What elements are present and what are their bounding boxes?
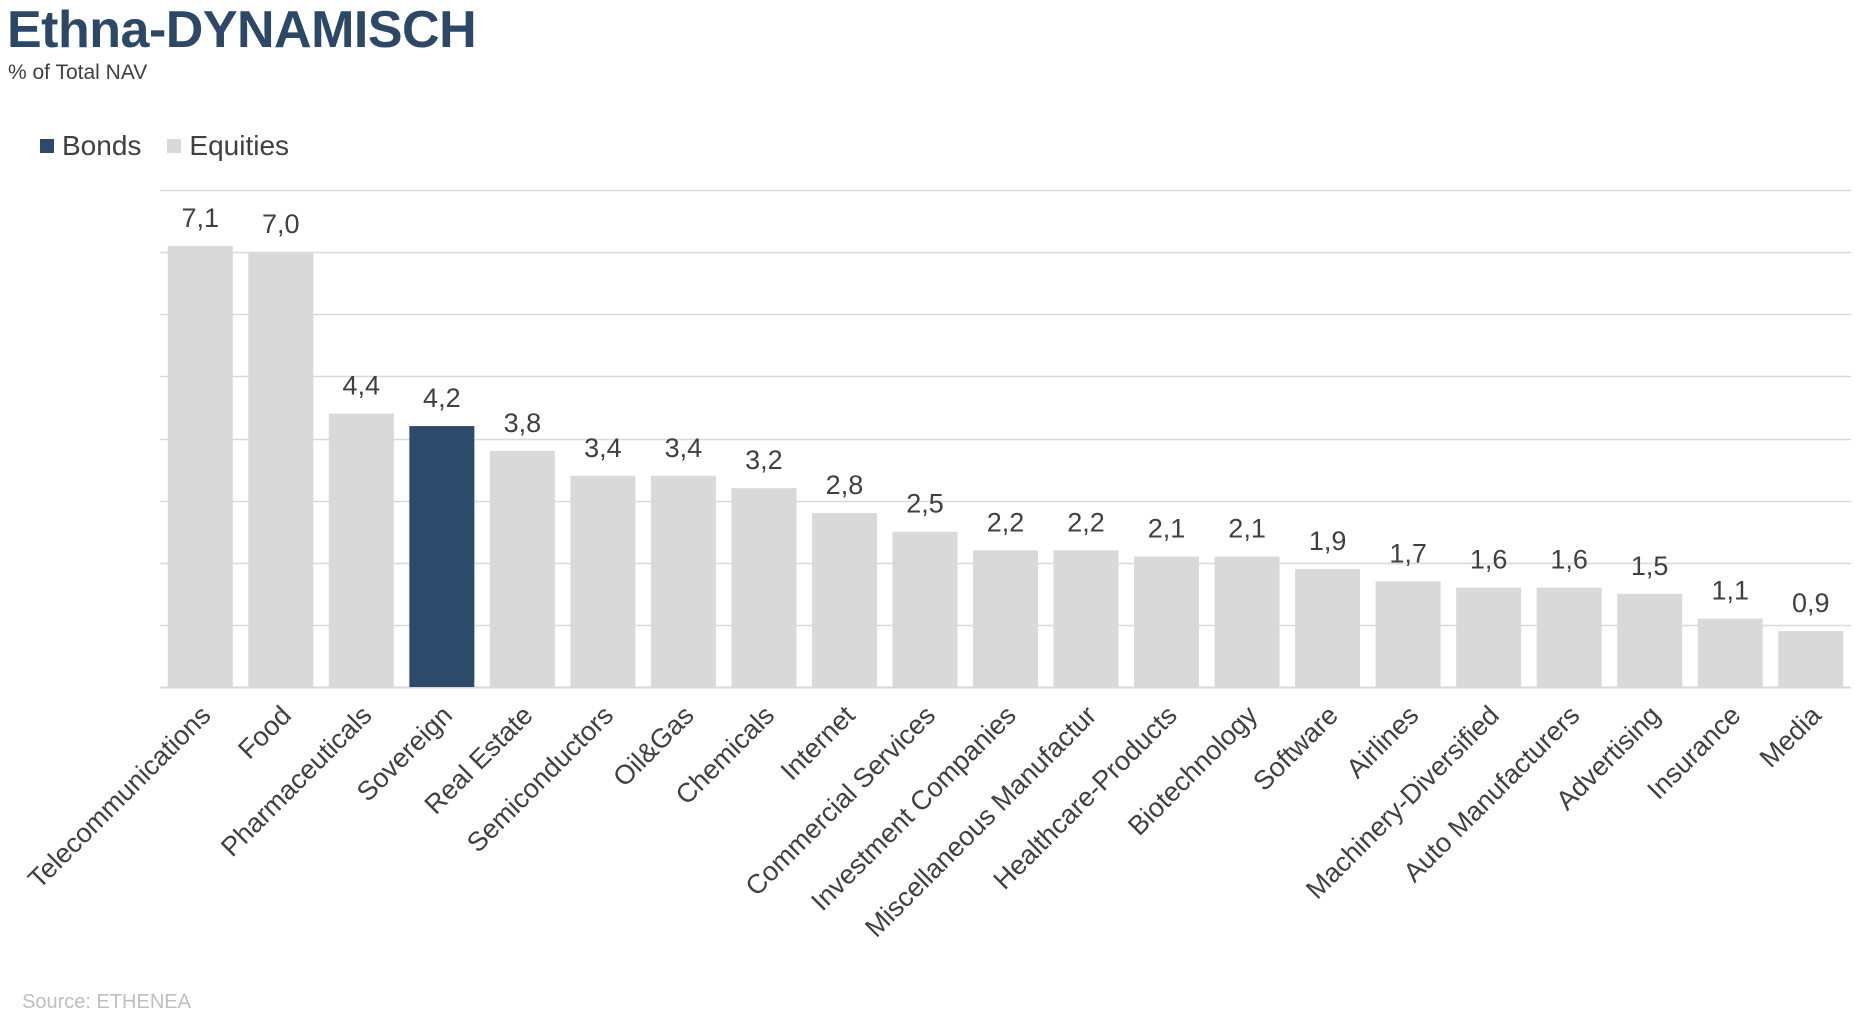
category-label: Software bbox=[1247, 700, 1344, 797]
value-label: 3,4 bbox=[665, 433, 703, 463]
bar-telecommunications bbox=[167, 245, 233, 687]
value-label: 2,1 bbox=[1228, 514, 1266, 544]
legend-item-bonds: Bonds bbox=[40, 130, 141, 162]
value-labels: 7,1 7,0 4,4 4,2 3,8 3,4 3,4 3,2 2,8 2,5 2,2 2,2 2,1 2… bbox=[181, 203, 1829, 618]
value-label: 1,5 bbox=[1631, 551, 1669, 581]
legend-label-bonds: Bonds bbox=[62, 130, 142, 161]
value-label: 1,7 bbox=[1389, 538, 1427, 568]
value-label: 4,2 bbox=[423, 383, 461, 413]
value-label: 7,1 bbox=[181, 203, 219, 233]
bar-insurance bbox=[1697, 618, 1763, 687]
value-label: 1,1 bbox=[1711, 576, 1749, 606]
value-label: 1,9 bbox=[1309, 526, 1347, 556]
bar-advertising bbox=[1617, 593, 1683, 687]
value-label: 3,2 bbox=[745, 445, 783, 475]
value-label: 2,8 bbox=[826, 470, 864, 500]
bar-oil-gas bbox=[650, 475, 716, 687]
chart-legend: Bonds Equities bbox=[40, 130, 315, 162]
category-label: Pharmaceuticals bbox=[215, 700, 377, 862]
value-label: 7,0 bbox=[262, 209, 300, 239]
bar-sovereign bbox=[409, 426, 475, 687]
bar-commercial-services bbox=[892, 531, 958, 687]
category-label: Food bbox=[232, 700, 297, 765]
chart-subtitle: % of Total NAV bbox=[8, 61, 148, 84]
source-note: Source: ETHENEA bbox=[22, 991, 191, 1013]
category-labels: Telecommunications FoodPharmaceuticalsSov… bbox=[22, 699, 1827, 943]
bar-internet bbox=[811, 513, 877, 687]
value-label: 0,9 bbox=[1792, 588, 1830, 618]
bar-auto-manufacturers bbox=[1536, 587, 1602, 687]
value-label: 4,4 bbox=[343, 371, 381, 401]
bar-biotechnology bbox=[1214, 556, 1280, 687]
legend-item-equities: Equities bbox=[167, 130, 289, 162]
legend-label-equities: Equities bbox=[189, 130, 290, 161]
category-label: Media bbox=[1754, 699, 1828, 773]
value-label: 2,2 bbox=[987, 507, 1025, 537]
bar-pharmaceuticals bbox=[328, 413, 394, 687]
bar-healthcare-products bbox=[1134, 556, 1200, 687]
category-label: Telecommunications bbox=[22, 700, 216, 894]
value-label: 1,6 bbox=[1470, 545, 1508, 575]
value-label: 3,4 bbox=[584, 433, 622, 463]
value-label: 3,8 bbox=[504, 408, 542, 438]
bar-chemicals bbox=[731, 488, 797, 687]
legend-swatch-bonds bbox=[40, 139, 54, 153]
bar-food bbox=[248, 252, 314, 687]
value-label: 1,6 bbox=[1550, 545, 1588, 575]
bar-media bbox=[1778, 631, 1844, 687]
value-label: 2,2 bbox=[1067, 507, 1105, 537]
bar-machinery-diversified bbox=[1456, 587, 1522, 687]
bar-real-estate bbox=[489, 450, 555, 687]
chart-title: Ethna-DYNAMISCH bbox=[7, 1, 477, 59]
category-label: Semiconductors bbox=[461, 700, 619, 858]
bar-semiconductors bbox=[570, 475, 636, 687]
bar-software bbox=[1295, 568, 1361, 687]
value-label: 2,5 bbox=[906, 489, 944, 519]
bar-miscellaneous-manufactur bbox=[1053, 550, 1119, 687]
bar-airlines bbox=[1375, 581, 1441, 687]
bars bbox=[167, 245, 1844, 687]
value-label: 2,1 bbox=[1148, 514, 1186, 544]
bar-investment-companies bbox=[973, 550, 1038, 687]
legend-swatch-equities bbox=[167, 139, 182, 153]
